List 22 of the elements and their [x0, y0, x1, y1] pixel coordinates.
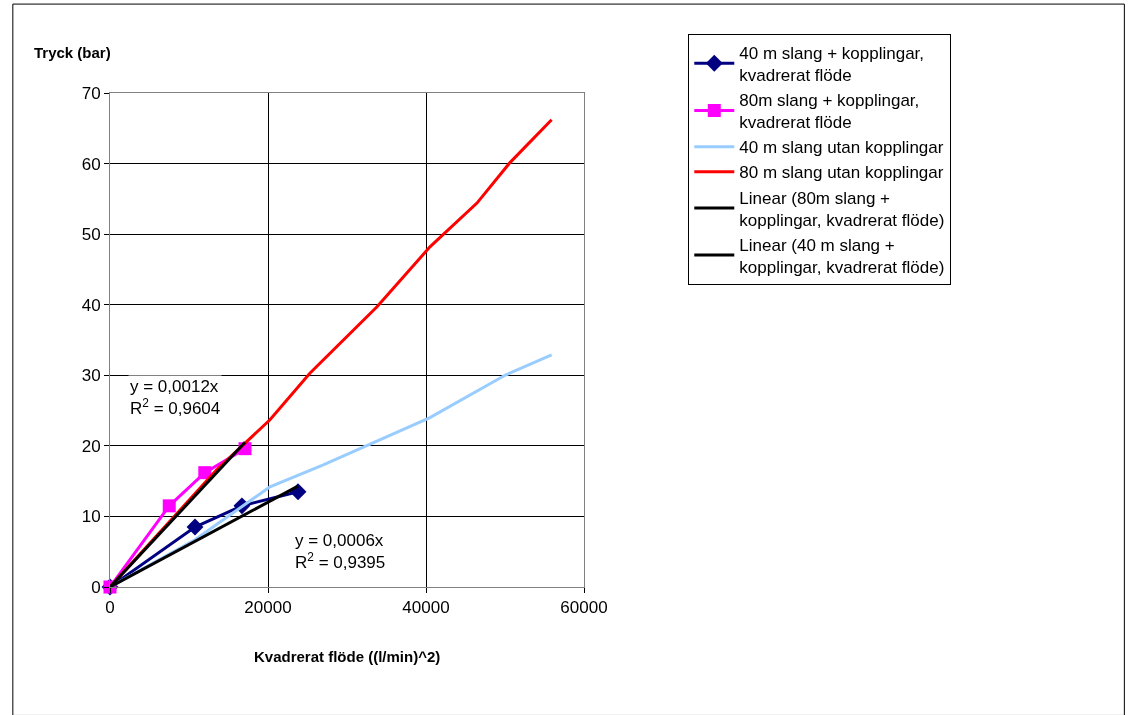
- y-tick-label: 70: [81, 83, 101, 103]
- legend-label: 80m slang + kopplingar, kvadrerat flöde: [739, 91, 920, 133]
- annotation: y = 0,0006x R$^{2}$ = 0,9395: [295, 531, 386, 573]
- legend-label: 80 m slang utan kopplingar: [739, 163, 944, 183]
- y-tick-label: 0: [91, 577, 101, 597]
- y-tick-label: 50: [81, 225, 101, 245]
- legend-label: Linear (80m slang + kopplingar, kvadrerat flöde): [739, 188, 945, 230]
- y-tick-label: 60: [81, 154, 101, 174]
- x-tick-label: 20000: [244, 598, 292, 618]
- legend-label: Linear (40 m slang + kopplingar, kvadrerat flöde): [739, 235, 945, 277]
- x-tick-label: 0: [105, 598, 115, 618]
- legend-label: 40 m slang + kopplingar, kvadrerat flöde: [739, 43, 925, 85]
- y-tick-label: 30: [81, 366, 101, 386]
- x-axis-title: Kvadrerat flöde ((l/min)^2): [254, 648, 441, 665]
- legend-label: 40 m slang utan kopplingar: [739, 138, 944, 158]
- y-axis-title: Tryck (bar): [34, 44, 111, 61]
- y-tick-label: 20: [81, 436, 101, 456]
- x-tick-label: 60000: [560, 598, 608, 618]
- y-tick-label: 40: [81, 295, 101, 315]
- x-tick-label: 40000: [402, 598, 450, 618]
- y-tick-label: 10: [81, 507, 101, 527]
- annotation: y = 0,0012x R$^{2}$ = 0,9604: [130, 377, 221, 419]
